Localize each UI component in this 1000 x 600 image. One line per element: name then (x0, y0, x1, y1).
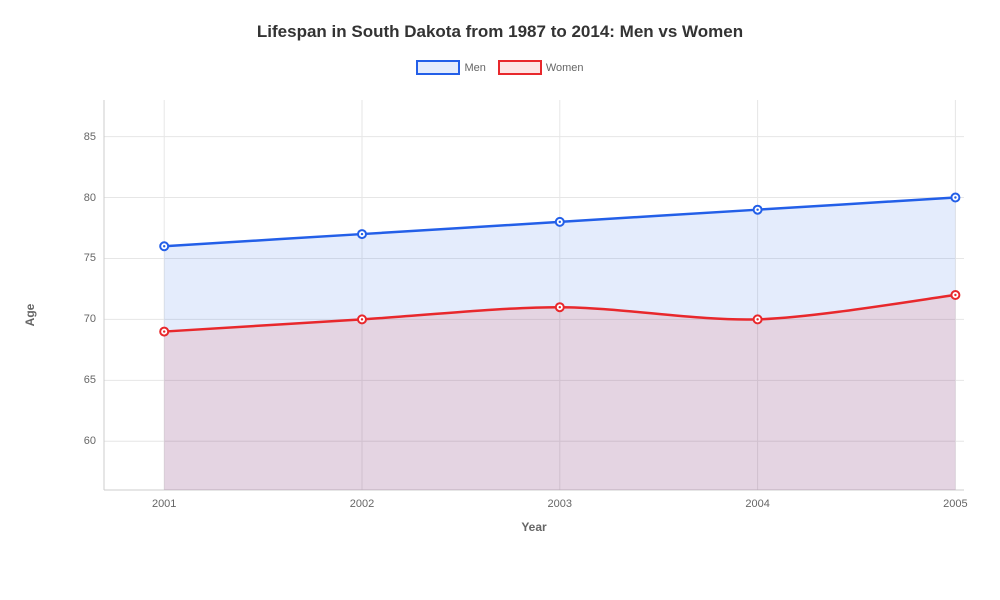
plot-wrap: Age Year 6065707580852001200220032004200… (64, 100, 964, 530)
legend-swatch (416, 60, 460, 75)
y-tick-label: 70 (66, 313, 96, 325)
series-marker-dot (559, 221, 561, 223)
x-tick-label: 2003 (548, 498, 572, 510)
chart-title: Lifespan in South Dakota from 1987 to 20… (0, 0, 1000, 42)
series-marker-dot (361, 318, 363, 320)
y-tick-label: 65 (66, 374, 96, 386)
legend-item[interactable]: Men (416, 60, 485, 75)
series-marker-dot (954, 294, 956, 296)
x-axis-title: Year (521, 520, 546, 534)
x-tick-label: 2001 (152, 498, 176, 510)
series-marker-dot (954, 196, 956, 198)
x-tick-label: 2004 (745, 498, 769, 510)
y-tick-label: 75 (66, 252, 96, 264)
x-tick-label: 2002 (350, 498, 374, 510)
series-marker-dot (163, 245, 165, 247)
legend: Men Women (0, 60, 1000, 75)
y-tick-label: 80 (66, 192, 96, 204)
legend-label: Men (464, 62, 485, 74)
series-marker-dot (756, 318, 758, 320)
y-tick-label: 60 (66, 435, 96, 447)
legend-swatch (498, 60, 542, 75)
series-marker-dot (361, 233, 363, 235)
legend-label: Women (546, 62, 584, 74)
y-axis-title: Age (23, 304, 37, 327)
series-marker-dot (163, 330, 165, 332)
series-marker-dot (559, 306, 561, 308)
plot-svg (104, 100, 964, 490)
plot-area: Year 60657075808520012002200320042005 (104, 100, 964, 490)
y-tick-label: 85 (66, 131, 96, 143)
legend-item[interactable]: Women (498, 60, 584, 75)
series-marker-dot (756, 208, 758, 210)
x-tick-label: 2005 (943, 498, 967, 510)
chart-container: Lifespan in South Dakota from 1987 to 20… (0, 0, 1000, 600)
